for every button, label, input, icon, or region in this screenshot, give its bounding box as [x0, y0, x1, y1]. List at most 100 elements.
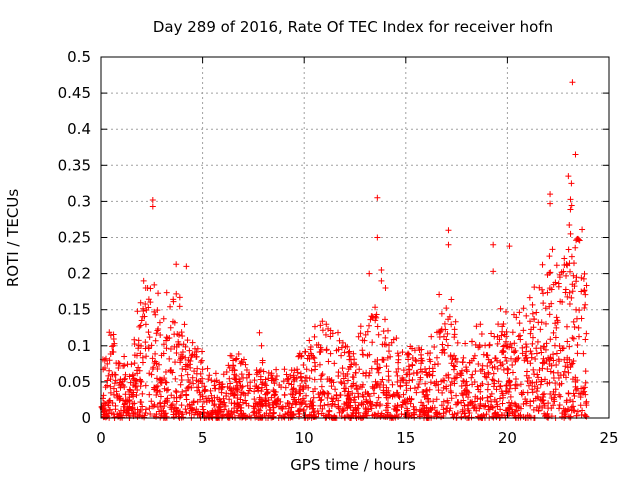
data-point [443, 405, 450, 412]
data-point [216, 404, 223, 411]
data-point [566, 301, 573, 308]
data-point [496, 383, 503, 390]
data-point [238, 371, 245, 378]
data-point [257, 367, 264, 374]
data-point [142, 321, 149, 328]
data-point [152, 350, 159, 357]
data-point [471, 352, 478, 359]
data-point [243, 366, 250, 373]
data-point [431, 361, 438, 368]
data-point [155, 290, 162, 297]
data-point [483, 352, 490, 359]
data-point [130, 382, 137, 389]
data-point [532, 395, 539, 402]
data-point [469, 398, 476, 405]
data-point [403, 387, 410, 394]
data-point [169, 318, 176, 325]
data-point [293, 388, 300, 395]
data-point [359, 351, 366, 358]
data-point [418, 399, 425, 406]
data-point [350, 407, 357, 414]
data-point [422, 392, 429, 399]
data-point [100, 414, 107, 421]
data-point [341, 388, 348, 395]
data-point [449, 356, 456, 363]
data-point [170, 298, 177, 305]
data-point [149, 355, 156, 362]
data-point [533, 379, 540, 386]
data-point [154, 307, 161, 314]
data-point [486, 341, 493, 348]
data-point [546, 311, 553, 318]
data-point [460, 377, 467, 384]
data-point [565, 406, 572, 413]
data-point [582, 336, 589, 343]
data-point [452, 356, 459, 363]
data-point [425, 408, 432, 415]
data-point [115, 364, 122, 371]
data-point [427, 349, 434, 356]
data-point [554, 317, 561, 324]
data-point [127, 379, 134, 386]
data-point [163, 334, 170, 341]
x-axis-label: GPS time / hours [290, 456, 416, 474]
data-point [546, 253, 553, 260]
data-point [569, 360, 576, 367]
data-point [109, 348, 116, 355]
data-point [394, 350, 401, 357]
data-point [503, 358, 510, 365]
data-point [553, 362, 560, 369]
x-tick-label: 10 [295, 429, 314, 447]
data-point [256, 407, 263, 414]
data-point [573, 306, 580, 313]
data-point [130, 389, 137, 396]
data-point [197, 396, 204, 403]
data-point [489, 376, 496, 383]
data-point [488, 330, 495, 337]
data-point [235, 350, 242, 357]
data-point [411, 406, 418, 413]
data-point [363, 369, 370, 376]
data-point [270, 387, 277, 394]
data-point [120, 363, 127, 370]
data-point [172, 375, 179, 382]
data-point [565, 369, 572, 376]
data-point [218, 408, 225, 415]
data-point [258, 342, 265, 349]
data-point [532, 356, 539, 363]
data-point [223, 368, 230, 375]
data-point [176, 294, 183, 301]
data-point [303, 392, 310, 399]
data-point [454, 339, 461, 346]
data-point [529, 340, 536, 347]
data-point [546, 379, 553, 386]
data-point [570, 260, 577, 267]
data-point [515, 403, 522, 410]
data-point [435, 387, 442, 394]
data-point [147, 411, 154, 418]
data-point [177, 408, 184, 415]
data-point [580, 350, 587, 357]
data-point [333, 392, 340, 399]
data-point [245, 402, 252, 409]
data-point [567, 230, 574, 237]
data-point [447, 382, 454, 389]
data-point [100, 392, 107, 399]
data-point [326, 407, 333, 414]
data-point [311, 413, 318, 420]
data-point [385, 394, 392, 401]
data-point [255, 387, 262, 394]
data-point [493, 398, 500, 405]
data-point [372, 313, 379, 320]
data-point [323, 321, 330, 328]
data-point [578, 274, 585, 281]
data-point [360, 370, 367, 377]
data-point [577, 394, 584, 401]
data-point [491, 363, 498, 370]
data-point [426, 372, 433, 379]
data-point [545, 400, 552, 407]
data-point [448, 395, 455, 402]
data-point [116, 410, 123, 417]
data-point [336, 337, 343, 344]
data-point [573, 278, 580, 285]
